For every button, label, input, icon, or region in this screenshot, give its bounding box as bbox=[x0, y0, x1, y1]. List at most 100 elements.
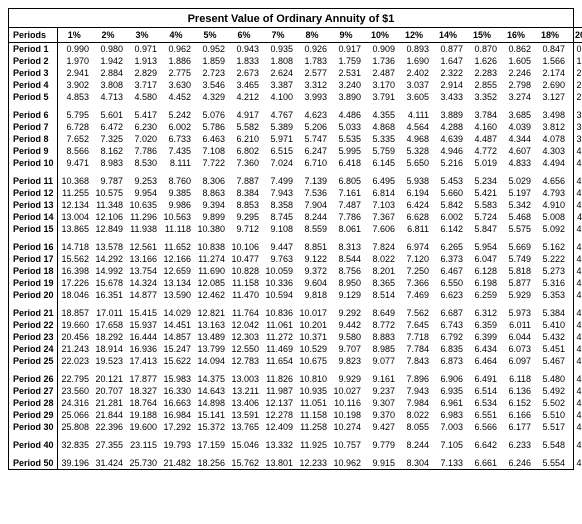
value-cell: 3.274 bbox=[499, 91, 533, 103]
value-cell: 13.578 bbox=[91, 241, 125, 253]
value-cell: 3.433 bbox=[431, 91, 465, 103]
value-cell: 8.514 bbox=[363, 289, 397, 301]
value-cell: 4.039 bbox=[499, 121, 533, 133]
value-cell: 6.743 bbox=[431, 319, 465, 331]
value-cell: 5.582 bbox=[227, 121, 261, 133]
value-cell: 5.222 bbox=[533, 253, 567, 265]
value-cell: 10.274 bbox=[329, 421, 363, 433]
value-cell: 10.563 bbox=[159, 211, 193, 223]
table-row: Period 2421.24318.91416.93615.24713.7991… bbox=[9, 343, 582, 355]
periods-header: Periods bbox=[9, 28, 57, 43]
value-cell: 8.244 bbox=[397, 439, 431, 451]
value-cell: 5.548 bbox=[533, 439, 567, 451]
value-cell: 3.387 bbox=[261, 79, 295, 91]
value-cell: 8.983 bbox=[91, 157, 125, 169]
value-cell: 4.844 bbox=[567, 277, 582, 289]
rate-header: 14% bbox=[431, 28, 465, 43]
value-cell: 9.712 bbox=[227, 223, 261, 235]
value-cell: 10.336 bbox=[261, 277, 295, 289]
value-cell: 4.975 bbox=[567, 409, 582, 421]
value-cell: 5.019 bbox=[465, 157, 499, 169]
value-cell: 8.384 bbox=[227, 187, 261, 199]
value-cell: 6.002 bbox=[431, 211, 465, 223]
value-cell: 4.675 bbox=[567, 223, 582, 235]
value-cell: 9.385 bbox=[159, 187, 193, 199]
value-cell: 4.937 bbox=[567, 343, 582, 355]
value-cell: 2.914 bbox=[431, 79, 465, 91]
value-cell: 5.335 bbox=[363, 133, 397, 145]
value-cell: 4.997 bbox=[567, 439, 582, 451]
table-row: Period 87.6527.3257.0206.7336.4636.2105.… bbox=[9, 133, 582, 145]
value-cell: 7.487 bbox=[329, 199, 363, 211]
table-row: Period 5039.19631.42425.73021.48218.2561… bbox=[9, 457, 582, 469]
value-cell: 10.810 bbox=[295, 373, 329, 385]
annuity-table-container: Present Value of Ordinary Annuity of $1 … bbox=[8, 8, 574, 470]
value-cell: 32.835 bbox=[57, 439, 91, 451]
value-cell: 20.707 bbox=[91, 385, 125, 397]
value-cell: 25.808 bbox=[57, 421, 91, 433]
value-cell: 5.421 bbox=[465, 187, 499, 199]
value-cell: 9.779 bbox=[363, 439, 397, 451]
table-row: Period 4032.83527.35523.11519.79317.1591… bbox=[9, 439, 582, 451]
value-cell: 6.550 bbox=[431, 277, 465, 289]
value-cell: 7.003 bbox=[431, 421, 465, 433]
value-cell: 4.772 bbox=[465, 145, 499, 157]
value-cell: 4.344 bbox=[499, 133, 533, 145]
value-cell: 5.467 bbox=[533, 355, 567, 367]
period-label: Period 40 bbox=[9, 439, 57, 451]
value-cell: 8.313 bbox=[329, 241, 363, 253]
value-cell: 10.838 bbox=[193, 241, 227, 253]
value-cell: 5.480 bbox=[533, 373, 567, 385]
value-cell: 6.247 bbox=[295, 145, 329, 157]
period-label: Period 11 bbox=[9, 175, 57, 187]
value-cell: 9.161 bbox=[363, 373, 397, 385]
value-cell: 6.534 bbox=[465, 397, 499, 409]
value-cell: 9.077 bbox=[363, 355, 397, 367]
value-cell: 9.787 bbox=[91, 175, 125, 187]
value-cell: 5.971 bbox=[261, 133, 295, 145]
table-row: Period 98.5668.1627.7867.4357.1086.8026.… bbox=[9, 145, 582, 157]
value-cell: 0.862 bbox=[499, 43, 533, 56]
value-cell: 11.764 bbox=[227, 307, 261, 319]
value-cell: 4.909 bbox=[567, 319, 582, 331]
value-cell: 5.389 bbox=[261, 121, 295, 133]
value-cell: 8.544 bbox=[329, 253, 363, 265]
value-cell: 7.562 bbox=[397, 307, 431, 319]
value-cell: 5.650 bbox=[397, 157, 431, 169]
value-cell: 14.643 bbox=[193, 385, 227, 397]
period-label: Period 18 bbox=[9, 265, 57, 277]
value-cell: 3.326 bbox=[567, 109, 582, 121]
value-cell: 13.765 bbox=[227, 421, 261, 433]
value-cell: 11.051 bbox=[295, 397, 329, 409]
value-cell: 7.536 bbox=[295, 187, 329, 199]
value-cell: 19.188 bbox=[125, 409, 159, 421]
rate-header: 6% bbox=[227, 28, 261, 43]
value-cell: 4.355 bbox=[363, 109, 397, 121]
value-cell: 6.805 bbox=[329, 175, 363, 187]
value-cell: 0.917 bbox=[329, 43, 363, 56]
table-row: Period 32.9412.8842.8292.7752.7232.6732.… bbox=[9, 67, 582, 79]
value-cell: 1.833 bbox=[227, 55, 261, 67]
value-cell: 5.316 bbox=[533, 277, 567, 289]
value-cell: 11.654 bbox=[261, 355, 295, 367]
value-cell: 7.469 bbox=[397, 289, 431, 301]
value-cell: 3.902 bbox=[57, 79, 91, 91]
value-cell: 5.197 bbox=[499, 187, 533, 199]
value-cell: 0.980 bbox=[91, 43, 125, 56]
value-cell: 5.786 bbox=[193, 121, 227, 133]
value-cell: 12.137 bbox=[261, 397, 295, 409]
value-cell: 6.136 bbox=[499, 385, 533, 397]
value-cell: 2.174 bbox=[533, 67, 567, 79]
value-cell: 10.635 bbox=[125, 199, 159, 211]
value-cell: 4.327 bbox=[567, 175, 582, 187]
value-cell: 5.432 bbox=[533, 331, 567, 343]
value-cell: 15.141 bbox=[193, 409, 227, 421]
value-cell: 2.855 bbox=[465, 79, 499, 91]
value-cell: 3.605 bbox=[397, 91, 431, 103]
period-label: Period 15 bbox=[9, 223, 57, 235]
value-cell: 4.833 bbox=[499, 157, 533, 169]
value-cell: 6.628 bbox=[397, 211, 431, 223]
value-cell: 8.304 bbox=[397, 457, 431, 469]
value-cell: 6.198 bbox=[465, 277, 499, 289]
value-cell: 20.121 bbox=[91, 373, 125, 385]
